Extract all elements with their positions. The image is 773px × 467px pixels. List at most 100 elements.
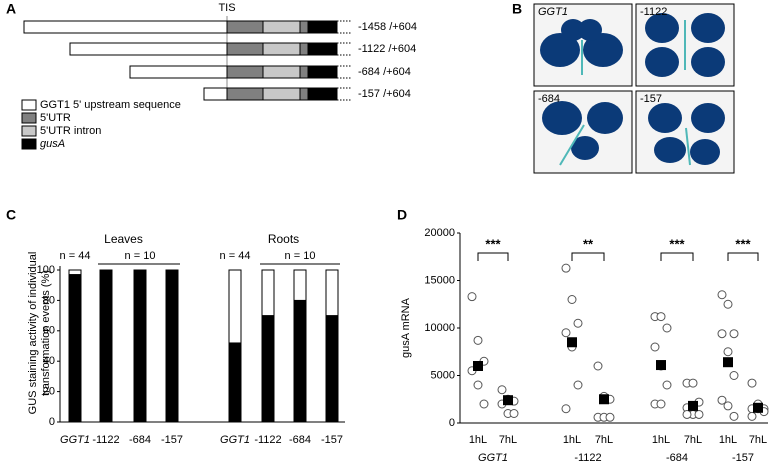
data-point bbox=[473, 335, 483, 345]
image-label: -1122 bbox=[640, 6, 667, 18]
bar-segment bbox=[325, 269, 339, 317]
data-point bbox=[561, 328, 571, 338]
group-label: -157 bbox=[732, 452, 754, 464]
intron-box bbox=[262, 42, 301, 56]
significance-label: *** bbox=[669, 236, 685, 251]
data-point bbox=[723, 401, 733, 411]
data-point bbox=[723, 299, 733, 309]
condition-label: 7hL bbox=[684, 434, 702, 446]
gusa-box bbox=[307, 87, 338, 101]
gusa-box bbox=[307, 65, 338, 79]
intron-box bbox=[262, 65, 301, 79]
data-point bbox=[656, 312, 666, 322]
x-tick-label: -1122 bbox=[254, 434, 281, 446]
intron-box bbox=[262, 20, 301, 34]
mean-marker bbox=[473, 361, 483, 371]
utr-box bbox=[299, 20, 309, 34]
legend-label: 5'UTR intron bbox=[40, 125, 101, 137]
x-tick-label: GGT1 bbox=[220, 434, 250, 446]
utr-box bbox=[226, 65, 264, 79]
condition-label: 1hL bbox=[469, 434, 487, 446]
x-tick-label: -684 bbox=[129, 434, 151, 446]
data-point bbox=[650, 342, 660, 352]
utr-box bbox=[299, 42, 309, 56]
group-label: -684 bbox=[666, 452, 688, 464]
significance-bracket bbox=[660, 252, 694, 261]
mean-marker bbox=[753, 402, 763, 413]
significance-bracket bbox=[477, 252, 509, 261]
bar-segment bbox=[99, 269, 113, 423]
data-point bbox=[717, 290, 727, 300]
data-point bbox=[561, 263, 571, 273]
x-tick-label: -1122 bbox=[92, 434, 119, 446]
intron-box bbox=[262, 87, 301, 101]
image bbox=[635, 90, 735, 174]
legend-swatch bbox=[21, 112, 37, 124]
data-point bbox=[694, 409, 704, 419]
image-label: -157 bbox=[640, 93, 662, 105]
y-axis-label: gusA mRNA bbox=[400, 297, 412, 358]
group-label: Leaves bbox=[104, 232, 143, 246]
significance-label: ** bbox=[583, 236, 594, 251]
significance-bracket bbox=[571, 252, 605, 261]
data-point bbox=[723, 347, 733, 357]
legend-label: gusA bbox=[40, 138, 65, 150]
utr-box bbox=[299, 65, 309, 79]
y-tick-label: 20 bbox=[43, 386, 55, 398]
data-point bbox=[567, 295, 577, 304]
x-tick-label: GGT1 bbox=[60, 434, 90, 446]
gusa-box bbox=[307, 42, 338, 56]
data-point bbox=[662, 323, 672, 333]
data-point bbox=[573, 318, 583, 328]
x-tick-label: -684 bbox=[289, 434, 311, 446]
data-point bbox=[479, 399, 489, 409]
bar-segment bbox=[68, 274, 82, 423]
panel-label: B bbox=[512, 1, 522, 17]
utr-box bbox=[226, 20, 264, 34]
seedling bbox=[540, 13, 725, 165]
seedling-images bbox=[533, 3, 735, 174]
bar-segment bbox=[68, 269, 82, 276]
mean-marker bbox=[723, 357, 733, 368]
bar-segment bbox=[133, 269, 147, 423]
upstream-box bbox=[203, 87, 228, 101]
data-point bbox=[509, 409, 519, 418]
mean-marker bbox=[688, 400, 698, 411]
data-point bbox=[662, 380, 672, 390]
legend-label: GGT1 5' upstream sequence bbox=[40, 99, 181, 111]
legend-label: 5'UTR bbox=[40, 112, 71, 124]
group-label: -1122 bbox=[574, 452, 601, 464]
bar-segment bbox=[261, 315, 275, 423]
bar-segment bbox=[228, 342, 242, 423]
construct-label: -157 /+604 bbox=[358, 88, 411, 100]
significance-label: *** bbox=[485, 236, 501, 251]
y-tick-label: 60 bbox=[43, 325, 55, 337]
data-point bbox=[473, 380, 483, 390]
mean-marker bbox=[656, 360, 666, 371]
construct-label: -1458 /+604 bbox=[358, 21, 417, 33]
data-point bbox=[561, 404, 571, 414]
y-tick-label: 5000 bbox=[431, 369, 455, 381]
y-tick-label: 40 bbox=[43, 355, 55, 367]
bar-segment bbox=[325, 315, 339, 423]
y-tick-label: 0 bbox=[449, 417, 455, 429]
data-point bbox=[747, 378, 757, 388]
mean-marker bbox=[599, 394, 609, 405]
upstream-box bbox=[23, 20, 228, 34]
n-label: n = 44 bbox=[220, 250, 251, 262]
significance-label: *** bbox=[735, 236, 751, 251]
condition-label: 1hL bbox=[719, 434, 737, 446]
bar-segment bbox=[165, 269, 179, 423]
data-point bbox=[593, 361, 603, 371]
x-tick-label: -157 bbox=[161, 434, 183, 446]
panel-label: A bbox=[6, 1, 16, 17]
data-point bbox=[656, 399, 666, 409]
n-label: n = 44 bbox=[60, 250, 91, 262]
data-point bbox=[497, 385, 507, 395]
bar-segment bbox=[293, 269, 307, 301]
condition-label: 7hL bbox=[595, 434, 613, 446]
data-point bbox=[467, 292, 477, 302]
bar-segment bbox=[261, 269, 275, 317]
group-label: GGT1 bbox=[478, 452, 508, 464]
data-point bbox=[573, 380, 583, 390]
